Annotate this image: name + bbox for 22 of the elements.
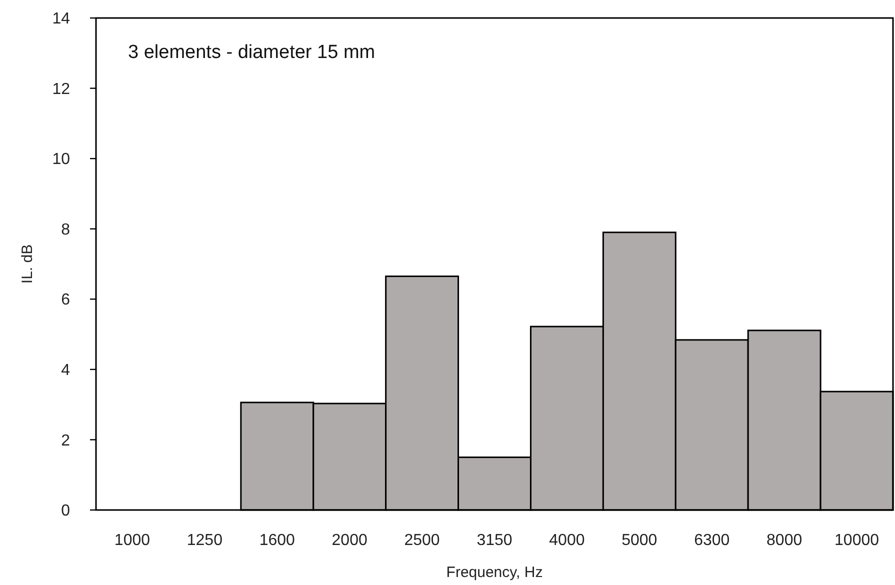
x-tick-label: 5000 [622, 532, 658, 549]
y-tick-label: 14 [52, 10, 70, 28]
x-tick-label: 1250 [186, 532, 223, 549]
x-tick-label: 8000 [766, 532, 802, 549]
y-axis-title: IL. dB [19, 244, 36, 284]
y-tick-label: 6 [61, 292, 70, 309]
x-tick-label: 1000 [114, 532, 150, 549]
x-tick-label: 2500 [404, 532, 440, 549]
y-tick-label: 0 [61, 502, 70, 520]
y-tick-label: 4 [61, 362, 70, 380]
x-tick-label: 3150 [476, 532, 512, 549]
x-tick-label: 1600 [259, 532, 296, 549]
y-tick-label: 2 [61, 432, 70, 450]
y-tick-label: 12 [52, 80, 70, 98]
x-tick-label: 10000 [834, 532, 880, 549]
annotation: 3 elements - diameter 15 mm [128, 42, 376, 63]
y-tick-label: 8 [61, 221, 70, 238]
x-tick-label: 6300 [694, 532, 730, 549]
x-axis-title: Frequency, Hz [446, 564, 543, 581]
x-tick-label: 4000 [549, 532, 585, 549]
y-tick-label: 10 [52, 151, 70, 168]
x-tick-label: 2000 [332, 532, 368, 549]
